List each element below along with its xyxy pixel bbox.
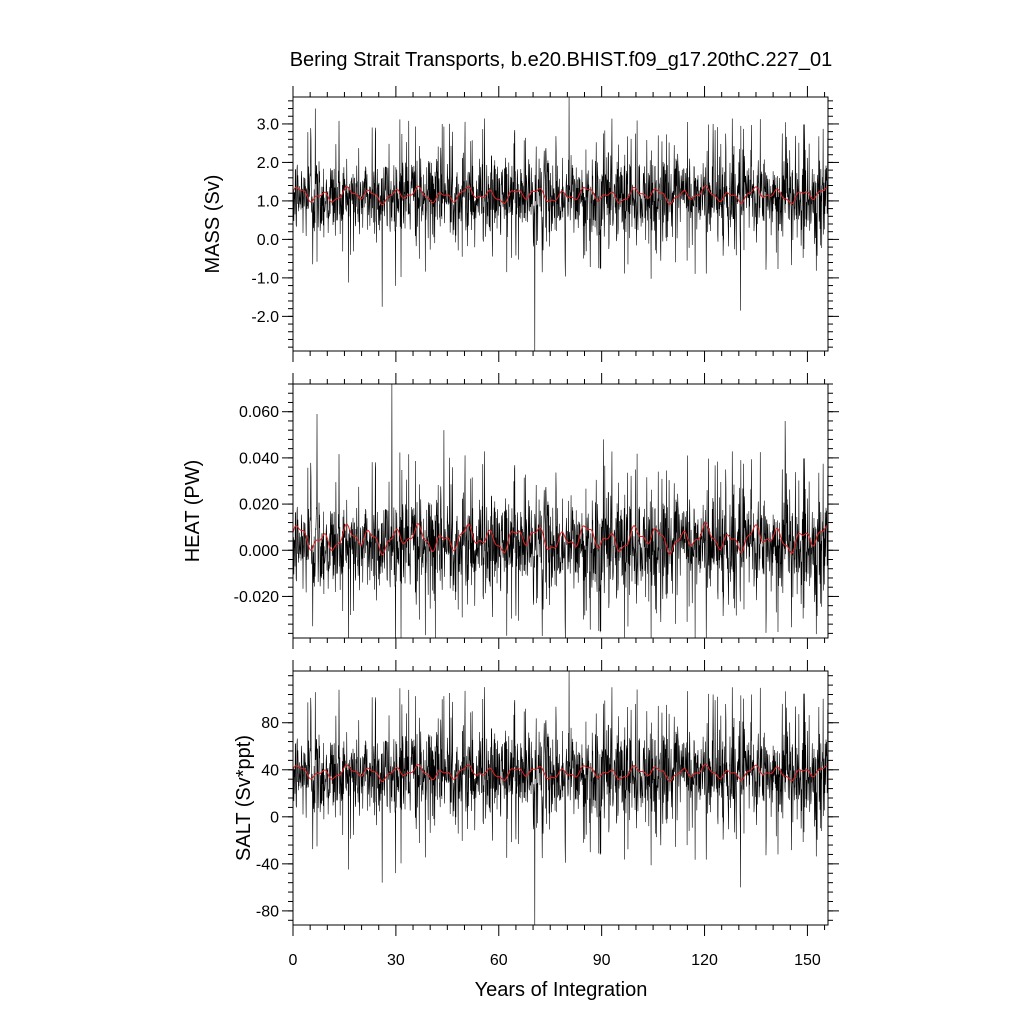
- x-axis-title: Years of Integration: [475, 979, 648, 1001]
- x-tick-label: 90: [593, 952, 611, 969]
- y-tick-label: -40: [256, 856, 279, 873]
- mass-raw-series: [293, 97, 828, 351]
- y-tick-label: -2.0: [251, 309, 279, 326]
- y-tick-label: 0.000: [239, 543, 279, 560]
- y-tick-label: -0.020: [234, 589, 279, 606]
- panel-heat: 0.060 0.040 0.020 0.000 -0.020 HEAT (PW): [182, 373, 839, 649]
- x-tick-label: 120: [691, 952, 718, 969]
- mass-plot-frame: [292, 96, 829, 352]
- y-tick-label: 0: [270, 809, 279, 826]
- x-tick-label: 60: [490, 952, 508, 969]
- heat-smoothed-series: [293, 522, 828, 556]
- heat-raw-series: [293, 384, 828, 638]
- heat-y-axis-title: HEAT (PW): [182, 460, 204, 563]
- y-tick-label: 40: [261, 762, 279, 779]
- x-axis-tick-labels: 0 30 60 90 120 150: [289, 952, 821, 969]
- salt-smoothed-series: [293, 763, 828, 783]
- mass-smoothed-series: [293, 185, 828, 206]
- y-tick-label: 0.020: [239, 497, 279, 514]
- salt-ticks: [282, 660, 839, 936]
- y-tick-label: 2.0: [257, 155, 279, 172]
- x-tick-label: 30: [387, 952, 405, 969]
- salt-plot-area: [292, 670, 829, 926]
- heat-ticks: [282, 373, 839, 649]
- panel-salt: 80 40 0 -40 -80 SALT (Sv*ppt): [233, 660, 839, 936]
- mass-y-axis-title: MASS (Sv): [202, 175, 224, 274]
- y-tick-label: 3.0: [257, 116, 279, 133]
- mass-ticks: [282, 86, 839, 362]
- y-tick-label: 1.0: [257, 193, 279, 210]
- x-tick-label: 150: [794, 952, 821, 969]
- salt-tick-labels: 80 40 0 -40 -80: [256, 715, 279, 920]
- y-tick-label: 0.060: [239, 404, 279, 421]
- salt-raw-series: [293, 671, 828, 925]
- y-tick-label: -1.0: [251, 270, 279, 287]
- heat-plot-area: [292, 383, 829, 639]
- x-tick-label: 0: [289, 952, 298, 969]
- heat-plot-frame: [292, 383, 829, 639]
- heat-tick-labels: 0.060 0.040 0.020 0.000 -0.020: [234, 404, 279, 606]
- salt-y-axis-title: SALT (Sv*ppt): [233, 735, 255, 861]
- mass-plot-area: [292, 96, 829, 352]
- y-tick-label: 0.0: [257, 232, 279, 249]
- y-tick-label: -80: [256, 903, 279, 920]
- y-tick-label: 0.040: [239, 450, 279, 467]
- panel-mass: 3.0 2.0 1.0 0.0 -1.0 -2.0 MASS (Sv): [202, 86, 839, 362]
- mass-tick-labels: 3.0 2.0 1.0 0.0 -1.0 -2.0: [251, 116, 279, 325]
- y-tick-label: 80: [261, 715, 279, 732]
- chart-title: Bering Strait Transports, b.e20.BHIST.f0…: [290, 49, 833, 71]
